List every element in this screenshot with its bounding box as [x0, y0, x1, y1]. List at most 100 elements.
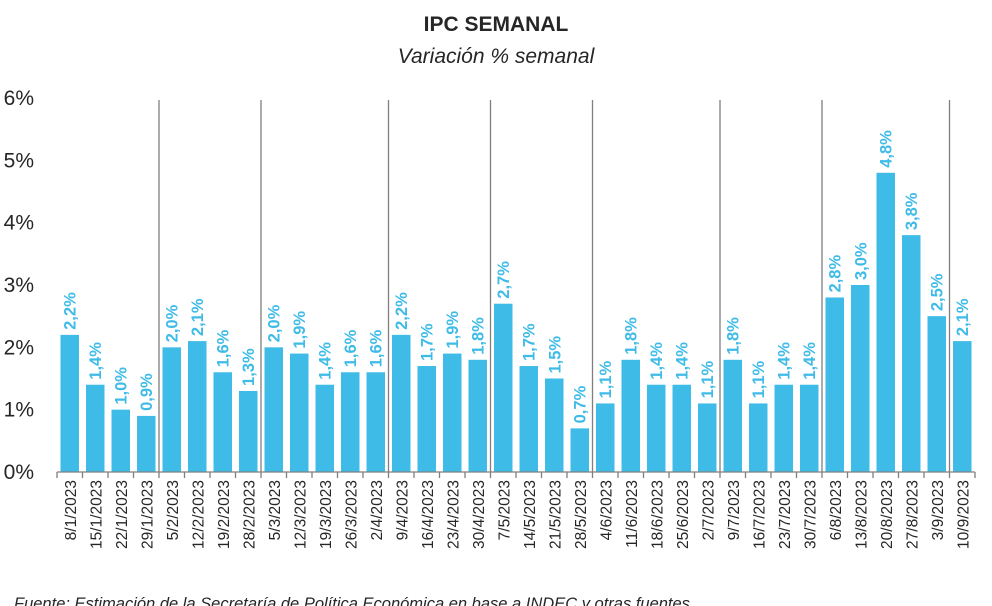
y-tick-label: 1%	[4, 399, 34, 422]
bar	[800, 384, 819, 472]
data-label: 1,1%	[699, 360, 717, 398]
bar	[596, 403, 615, 472]
data-label: 1,8%	[725, 317, 743, 355]
y-tick-label: 4%	[4, 212, 34, 235]
x-tick-label: 10/9/2023	[955, 480, 972, 549]
bar	[366, 372, 385, 472]
bar	[647, 384, 666, 472]
x-tick-label: 25/6/2023	[675, 480, 692, 549]
data-label: 2,7%	[495, 261, 513, 299]
bar	[341, 372, 360, 472]
data-label: 1,7%	[521, 323, 539, 361]
chart-subtitle: Variación % semanal	[398, 45, 596, 68]
data-label: 1,4%	[776, 342, 794, 380]
x-tick-label: 12/2/2023	[190, 480, 207, 549]
source-note: Fuente: Estimación de la Secretaría de P…	[14, 595, 690, 606]
x-tick-label: 29/1/2023	[139, 480, 156, 549]
bar	[468, 359, 487, 472]
y-tick-label: 5%	[4, 149, 34, 172]
data-label: 2,1%	[189, 298, 207, 336]
bar	[137, 415, 156, 472]
data-label: 1,6%	[368, 329, 386, 367]
x-tick-label: 2/4/2023	[369, 480, 386, 540]
x-tick-label: 20/8/2023	[879, 480, 896, 549]
data-label: 1,8%	[470, 317, 488, 355]
x-tick-label: 11/6/2023	[624, 480, 641, 548]
bar	[494, 303, 513, 472]
data-label: 1,9%	[291, 311, 309, 349]
bar	[264, 347, 283, 472]
x-tick-label: 23/7/2023	[777, 480, 794, 549]
y-tick-label: 3%	[4, 274, 34, 297]
bar	[672, 384, 691, 472]
bar	[902, 235, 921, 472]
data-label: 1,5%	[546, 336, 564, 374]
x-tick-label: 19/3/2023	[318, 480, 335, 549]
x-tick-label: 9/7/2023	[726, 480, 743, 540]
data-label: 3,0%	[852, 242, 870, 280]
data-label: 1,8%	[623, 317, 641, 355]
x-tick-label: 23/4/2023	[445, 480, 462, 549]
y-axis-ticks: 0% 1% 2% 3% 4% 5% 6%	[4, 87, 34, 484]
x-tick-label: 6/8/2023	[828, 480, 845, 540]
data-label: 2,2%	[393, 292, 411, 330]
x-tick-label: 3/9/2023	[930, 480, 947, 540]
x-tick-label: 9/4/2023	[394, 480, 411, 540]
bar	[392, 334, 411, 472]
x-axis-ticks: 8/1/2023 15/1/2023 22/1/2023 29/1/2023 5/2/2…	[56, 472, 976, 549]
data-label: 1,3%	[240, 348, 258, 386]
x-tick-label: 27/8/2023	[904, 480, 921, 549]
bar	[519, 366, 538, 472]
data-label: 1,4%	[87, 342, 105, 380]
data-label: 2,8%	[827, 255, 845, 293]
bar	[851, 285, 870, 472]
bar	[111, 409, 130, 472]
data-label: 3,8%	[903, 192, 921, 230]
bar	[723, 359, 742, 472]
x-tick-label: 28/2/2023	[241, 480, 258, 549]
bar	[774, 384, 793, 472]
bar	[239, 390, 258, 472]
bar	[417, 366, 436, 472]
bar	[570, 428, 589, 472]
x-tick-label: 18/6/2023	[649, 480, 666, 549]
x-tick-label: 30/7/2023	[802, 480, 819, 549]
bar	[86, 384, 105, 472]
data-label: 0,7%	[572, 385, 590, 423]
data-label: 4,8%	[878, 130, 896, 168]
bar	[698, 403, 717, 472]
x-tick-label: 30/4/2023	[471, 480, 488, 549]
bar	[60, 334, 79, 472]
x-tick-label: 21/5/2023	[547, 480, 564, 549]
bar	[927, 316, 946, 472]
x-tick-label: 4/6/2023	[598, 480, 615, 540]
x-tick-label: 19/2/2023	[216, 480, 233, 549]
bar	[749, 403, 768, 472]
chart-title: IPC SEMANAL	[424, 13, 569, 36]
bar	[621, 359, 640, 472]
x-tick-label: 15/1/2023	[88, 480, 105, 549]
data-label: 2,5%	[929, 273, 947, 311]
bars	[60, 172, 972, 473]
x-tick-label: 7/5/2023	[496, 480, 513, 540]
data-label: 1,6%	[215, 329, 233, 367]
data-label: 2,2%	[62, 292, 80, 330]
data-label: 2,0%	[164, 304, 182, 342]
bar	[315, 384, 334, 472]
bar	[443, 353, 462, 472]
data-label: 1,4%	[801, 342, 819, 380]
data-label: 0,9%	[138, 373, 156, 411]
y-tick-label: 0%	[4, 461, 34, 484]
data-label: 1,1%	[750, 360, 768, 398]
x-tick-label: 28/5/2023	[573, 480, 590, 549]
data-label: 1,4%	[317, 342, 335, 380]
x-tick-label: 16/7/2023	[751, 480, 768, 549]
bar	[162, 347, 181, 472]
bar	[545, 378, 564, 472]
data-label: 1,7%	[419, 323, 437, 361]
y-tick-label: 6%	[4, 87, 34, 110]
data-label: 1,0%	[113, 367, 131, 405]
bar	[876, 172, 895, 473]
bar	[953, 341, 972, 472]
